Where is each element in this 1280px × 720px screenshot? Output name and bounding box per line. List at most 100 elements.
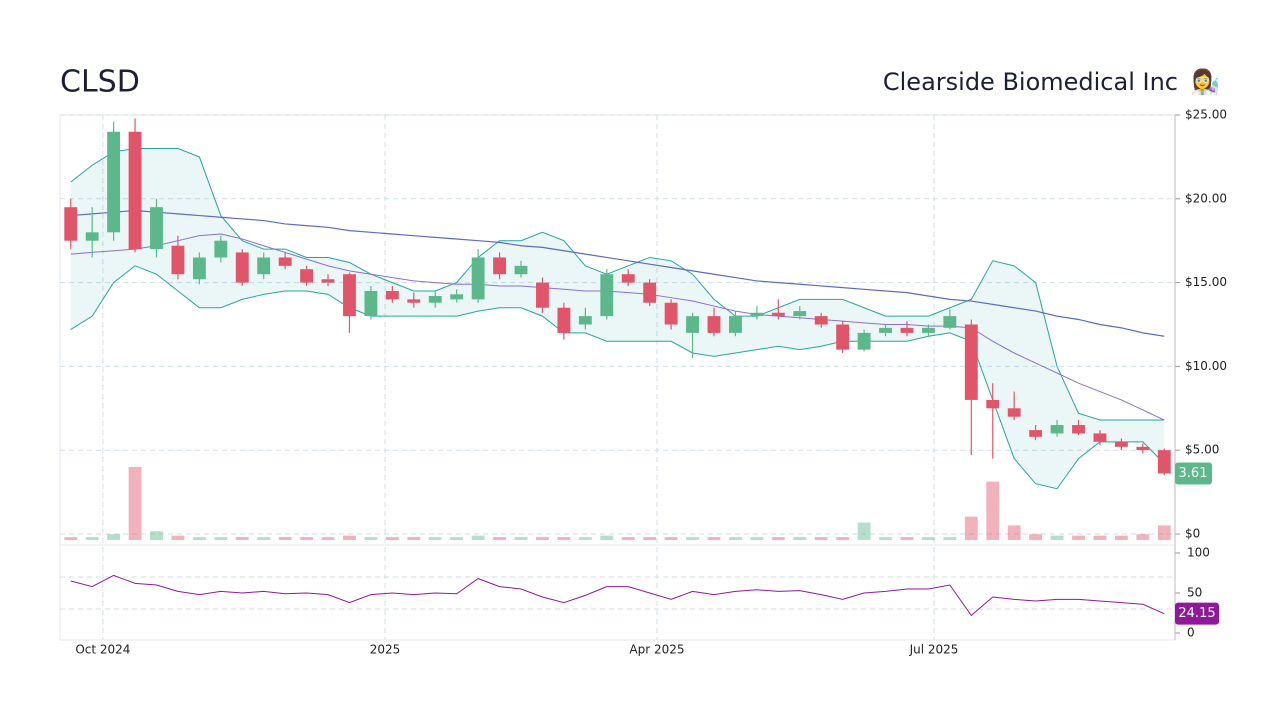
volume-bar: [879, 537, 892, 540]
candle-body: [857, 332, 871, 350]
candle-body: [921, 327, 935, 333]
volume-bar: [150, 531, 163, 540]
candle-body: [107, 131, 121, 233]
candle-body: [514, 265, 528, 275]
volume-bar: [171, 535, 185, 540]
candle-body: [814, 316, 828, 325]
volume-bar: [986, 481, 1000, 540]
volume-bar: [836, 537, 850, 540]
candle-body: [1114, 441, 1128, 447]
candle-body: [364, 290, 378, 317]
volume-bar: [385, 537, 399, 540]
x-tick-label: Apr 2025: [629, 643, 684, 657]
ticker: CLSD: [60, 65, 140, 100]
candle-body: [150, 207, 163, 250]
volume-bar: [557, 537, 571, 540]
x-tick-label: Jul 2025: [909, 643, 959, 657]
y-tick-label: $0: [1185, 527, 1200, 541]
volume-bar: [814, 537, 828, 540]
rsi-tick-label: 50: [1187, 586, 1202, 600]
volume-bar: [278, 537, 292, 540]
company-icon: 👩‍🔬: [1190, 68, 1220, 96]
volume-bar: [1136, 534, 1150, 540]
candle-body: [1093, 433, 1107, 442]
volume-bar: [343, 535, 356, 540]
rsi-line: [70, 574, 1165, 617]
candle-body: [643, 282, 657, 303]
rsi-value-label: 24.15: [1178, 606, 1215, 621]
bollinger-upper: [70, 148, 1165, 421]
volume-bar: [1029, 534, 1043, 540]
volume-bar: [536, 537, 549, 540]
x-tick-label: 2025: [370, 643, 401, 657]
volume-bar: [664, 537, 678, 540]
volume-bar: [1072, 535, 1085, 540]
candle-body: [664, 302, 678, 325]
volume-bar: [107, 534, 121, 540]
volume-bar: [192, 537, 206, 540]
candle-body: [986, 399, 1000, 409]
y-tick-label: $15.00: [1185, 275, 1227, 289]
candle-body: [407, 299, 421, 303]
candle-body: [450, 294, 464, 300]
volume-bar: [235, 537, 249, 540]
candle-body: [900, 327, 914, 333]
last-price-tag: [1175, 462, 1212, 485]
volume-bar: [128, 467, 142, 540]
volume-bar: [64, 537, 78, 540]
volume-bar: [793, 537, 807, 540]
last-price-label: 3.61: [1179, 466, 1208, 481]
volume-bar: [471, 535, 485, 540]
candle-body: [64, 207, 78, 241]
x-tick-label: Oct 2024: [75, 643, 130, 657]
candle-body: [171, 245, 185, 275]
candle-body: [1050, 425, 1064, 434]
company-name: Clearside Biomedical Inc: [883, 68, 1178, 96]
volume-bar: [300, 537, 314, 540]
candle-body: [707, 316, 721, 333]
candle-body: [836, 324, 850, 350]
volume-bar: [1007, 525, 1021, 540]
candle-body: [321, 279, 335, 283]
candle-body: [1072, 425, 1085, 434]
candle-body: [300, 269, 314, 283]
rsi-tick-label: 100: [1187, 546, 1210, 560]
sma-200: [70, 209, 1165, 337]
candle-body: [578, 316, 592, 325]
volume-bar: [514, 537, 528, 540]
sma-50: [70, 233, 1165, 421]
volume-bar: [1157, 525, 1171, 540]
candle-body: [1157, 450, 1171, 474]
volume-bar: [921, 537, 935, 540]
volume-bar: [686, 537, 699, 540]
volume-bar: [964, 516, 978, 540]
volume-bar: [450, 537, 464, 540]
volume-bar: [943, 537, 957, 540]
volume-bar: [643, 537, 657, 540]
volume-bar: [729, 537, 742, 540]
volume-bar: [493, 537, 506, 540]
volume-bar: [750, 537, 764, 540]
candle-body: [428, 296, 442, 303]
candle-body: [85, 232, 99, 241]
volume-bar: [85, 537, 99, 540]
candle-body: [557, 307, 571, 333]
candle-body: [943, 316, 957, 328]
volume-bar: [900, 537, 914, 540]
volume-bar: [600, 535, 614, 540]
volume-bar: [578, 537, 592, 540]
volume-bar: [407, 537, 421, 540]
y-tick-label: $25.00: [1185, 108, 1227, 122]
volume-bar: [1114, 535, 1128, 540]
candle-body: [192, 257, 206, 280]
candle-body: [771, 312, 785, 317]
volume-bar: [321, 537, 335, 540]
candle-body: [343, 274, 356, 317]
candle-body: [1029, 430, 1043, 437]
volume-bar: [621, 537, 635, 540]
candle-body: [1007, 408, 1021, 417]
candle-body: [536, 282, 549, 308]
volume-bar: [428, 537, 442, 540]
candle-body: [729, 316, 742, 333]
